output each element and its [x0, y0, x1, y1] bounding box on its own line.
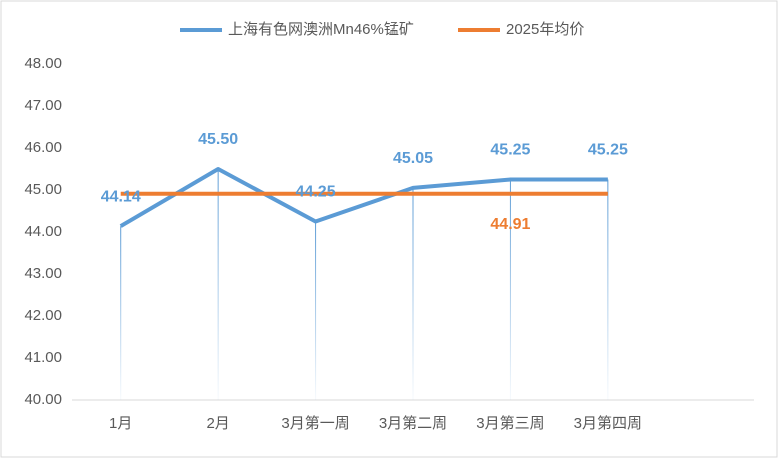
- x-tick-label: 2月: [206, 415, 229, 432]
- y-tick-label: 43.00: [24, 265, 62, 282]
- data-label: 45.05: [393, 150, 433, 167]
- y-tick-label: 44.00: [24, 223, 62, 240]
- y-tick-label: 45.00: [24, 181, 62, 198]
- x-tick-label: 3月第二周: [379, 414, 447, 432]
- data-label: 45.50: [198, 131, 238, 148]
- legend-label: 上海有色网澳洲Mn46%锰矿: [228, 21, 414, 38]
- x-tick-label: 1月: [109, 415, 132, 432]
- x-tick-label: 3月第四周: [574, 414, 642, 432]
- x-tick-label: 3月第三周: [476, 414, 544, 432]
- data-label: 45.25: [588, 142, 628, 159]
- y-tick-label: 47.00: [24, 97, 62, 114]
- y-tick-label: 46.00: [24, 139, 62, 156]
- y-tick-label: 42.00: [24, 307, 62, 324]
- series-line: [119, 167, 608, 228]
- data-label: 44.14: [101, 188, 141, 205]
- data-label: 44.25: [296, 184, 336, 201]
- y-tick-label: 40.00: [24, 391, 62, 408]
- y-tick-label: 41.00: [24, 349, 62, 366]
- data-label: 45.25: [490, 142, 530, 159]
- y-tick-label: 48.00: [24, 55, 62, 72]
- data-label: 44.91: [490, 216, 530, 233]
- legend-label: 2025年均价: [506, 21, 584, 38]
- x-tick-label: 3月第一周: [281, 414, 349, 432]
- chart-border: [0, 0, 778, 458]
